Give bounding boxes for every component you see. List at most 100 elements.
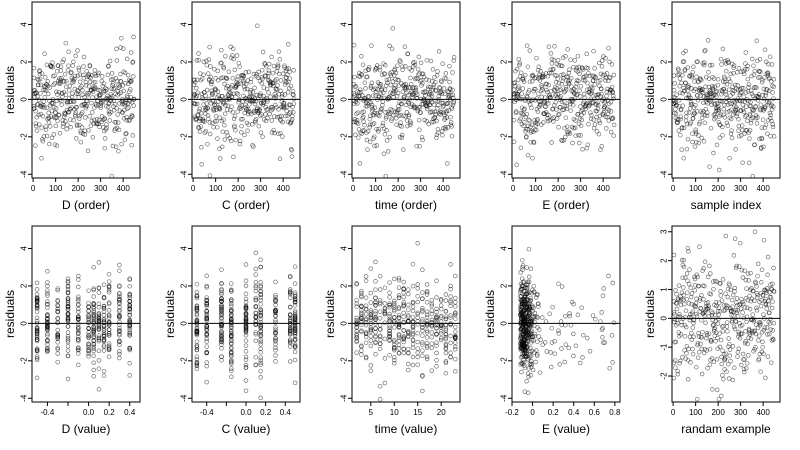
data-point [42,51,47,57]
data-point [683,308,689,313]
data-point [282,104,287,110]
data-point [720,124,725,130]
data-point [588,116,594,122]
data-point [599,310,604,315]
data-point [714,89,720,94]
data-point [219,330,224,336]
y-axis-label: residuals [483,66,497,114]
data-point [371,121,377,126]
data-point [744,104,749,109]
data-point [739,362,744,368]
data-point [757,57,763,62]
data-point [406,331,411,336]
data-point [359,348,364,353]
data-point [359,320,364,325]
data-point [526,335,531,340]
data-point [756,94,761,100]
data-point [743,328,748,334]
data-point [406,361,411,367]
data-point [286,66,292,71]
data-point [707,362,713,367]
data-point [65,296,71,301]
data-point [42,105,47,110]
data-point [429,94,435,99]
data-point [527,48,533,53]
data-point [354,320,359,325]
data-point [117,268,122,273]
data-point [753,104,758,109]
data-point [443,335,449,340]
data-point [122,137,128,143]
data-point [408,75,413,81]
data-point [98,105,104,110]
data-point [746,278,751,283]
data-point [417,127,422,133]
data-point [699,334,705,340]
data-point [429,100,434,105]
data-point [720,329,726,334]
data-point [253,321,259,327]
data-point [219,296,224,301]
data-point [447,79,452,85]
data-point [377,316,383,321]
data-point [735,354,740,359]
data-point [521,79,527,84]
data-point [392,346,397,351]
data-point [453,312,458,318]
data-point [771,337,776,343]
data-point [239,123,244,129]
data-point [746,353,751,358]
data-point [131,74,136,79]
data-point [719,393,724,399]
data-point [453,329,458,334]
data-point [759,280,764,285]
data-point [401,302,406,307]
x-tick-label: 0.4 [568,408,580,417]
data-point [745,305,750,311]
data-point [101,328,107,333]
data-point [233,137,238,143]
data-point [101,334,107,339]
data-point [673,100,678,106]
data-point [683,80,688,85]
data-point [769,107,775,112]
data-point [524,134,529,139]
x-tick-label: 300 [734,408,748,417]
data-point [392,347,397,353]
data-point [78,139,84,145]
data-point [730,304,735,309]
data-point [518,305,523,311]
data-point [287,326,293,331]
data-point [712,101,718,106]
data-point [55,351,60,356]
data-point [102,136,108,141]
data-point [706,76,712,82]
data-point [354,333,359,338]
data-point [63,40,69,46]
data-point [114,46,119,52]
data-point [91,348,96,354]
data-point [291,68,296,73]
data-point [367,125,372,130]
data-point [692,144,698,149]
data-point [701,62,707,68]
data-point [704,331,710,336]
data-point [194,101,200,107]
data-point [607,59,612,65]
data-point [567,131,573,136]
data-point [204,311,209,317]
data-point [65,301,71,307]
data-point [530,367,536,373]
data-point [771,265,776,271]
data-point [406,312,411,318]
data-point [224,75,229,81]
data-point [258,322,263,327]
data-point [243,343,249,348]
data-point [361,114,366,120]
data-point [101,368,107,374]
data-point [405,51,411,57]
data-point [65,122,70,127]
data-point [355,121,361,126]
data-point [718,56,724,62]
data-point [694,396,700,402]
